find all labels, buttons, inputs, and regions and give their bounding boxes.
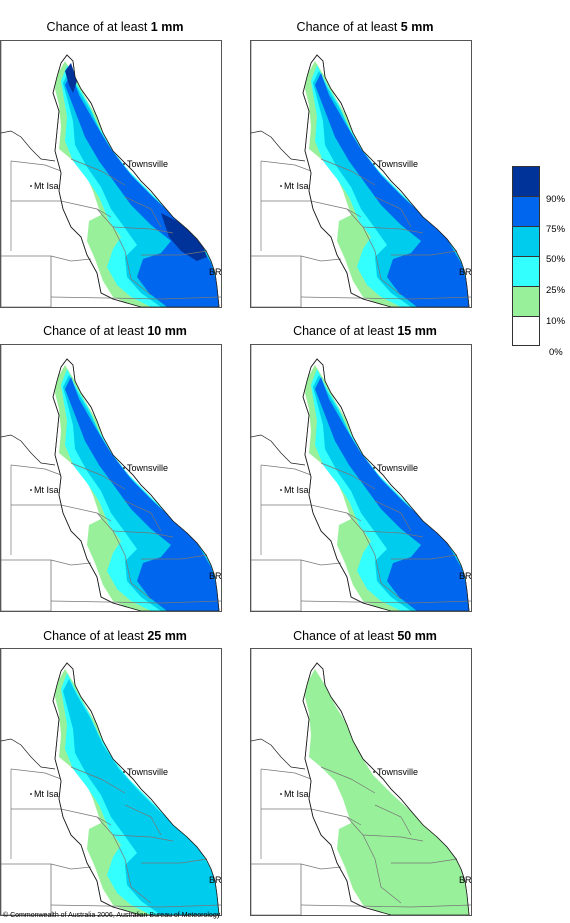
place-label-townsville: Townsville [127,159,168,169]
place-label-mt-isa: Mt Isa [34,181,59,191]
color-legend [512,166,540,346]
map-panel-5mm: Townsville Mt Isa BRIS [250,40,472,308]
panel-title-1mm: Chance of at least 1 mm [46,20,184,34]
map-svg: Townsville Mt Isa BRIS [1,41,221,307]
legend-label-50: 50% [546,254,566,265]
map-svg: Townsville Mt Isa BRIS [1,649,221,915]
map-svg: Townsville Mt Isa BRIS [251,41,471,307]
place-label-townsville: Townsville [377,159,418,169]
map-panel-25mm: Townsville Mt Isa BRIS [0,648,222,916]
legend-swatch-50 [512,226,540,256]
place-label-mt-isa: Mt Isa [284,181,309,191]
legend-swatch-10 [512,286,540,316]
panel-title-10mm: Chance of at least 10 mm [43,324,187,338]
place-label-townsville: Townsville [377,767,418,777]
legend-swatch-0 [512,316,540,346]
place-label-brisbane: BRIS [209,267,221,277]
place-label-brisbane: BRIS [459,875,471,885]
legend-swatch-25 [512,256,540,286]
legend-label-25: 25% [546,285,566,296]
legend-label-90: 90% [546,194,566,205]
probability-zone-bin-4 [65,377,219,611]
place-label-townsville: Townsville [377,463,418,473]
place-label-mt-isa: Mt Isa [34,789,59,799]
place-label-townsville: Townsville [127,767,168,777]
panel-title-25mm: Chance of at least 25 mm [43,629,187,643]
map-panel-50mm: Townsville Mt Isa BRIS [250,648,472,916]
panel-title-5mm: Chance of at least 5 mm [296,20,434,34]
legend-label-0: 0% [549,347,563,358]
map-svg: Townsville Mt Isa BRIS [251,649,471,915]
legend-swatch-90 [512,166,540,196]
panel-title-50mm: Chance of at least 50 mm [293,629,437,643]
place-label-brisbane: BRIS [459,571,471,581]
map-svg: Townsville Mt Isa BRIS [1,345,221,611]
map-svg: Townsville Mt Isa BRIS [251,345,471,611]
probability-zone-bin-5 [65,63,207,261]
copyright-notice: © Commonwealth of Australia 2006, Austra… [3,912,221,919]
panel-title-15mm: Chance of at least 15 mm [293,324,437,338]
place-label-brisbane: BRIS [459,267,471,277]
place-label-mt-isa: Mt Isa [34,485,59,495]
probability-zone-bin-1 [305,669,469,915]
map-panel-10mm: Townsville Mt Isa BRIS [0,344,222,612]
place-label-mt-isa: Mt Isa [284,485,309,495]
probability-zone-bin-3 [63,679,219,915]
legend-label-10: 10% [546,316,566,327]
legend-swatch-75 [512,196,540,226]
legend-label-75: 75% [546,224,566,235]
place-label-townsville: Townsville [127,463,168,473]
map-panel-15mm: Townsville Mt Isa BRIS [250,344,472,612]
place-label-brisbane: BRIS [209,571,221,581]
map-panel-1mm: Townsville Mt Isa BRIS [0,40,222,308]
probability-zone-bin-4 [315,377,469,611]
probability-zone-bin-4 [315,73,469,307]
place-label-brisbane: BRIS [209,875,221,885]
place-label-mt-isa: Mt Isa [284,789,309,799]
